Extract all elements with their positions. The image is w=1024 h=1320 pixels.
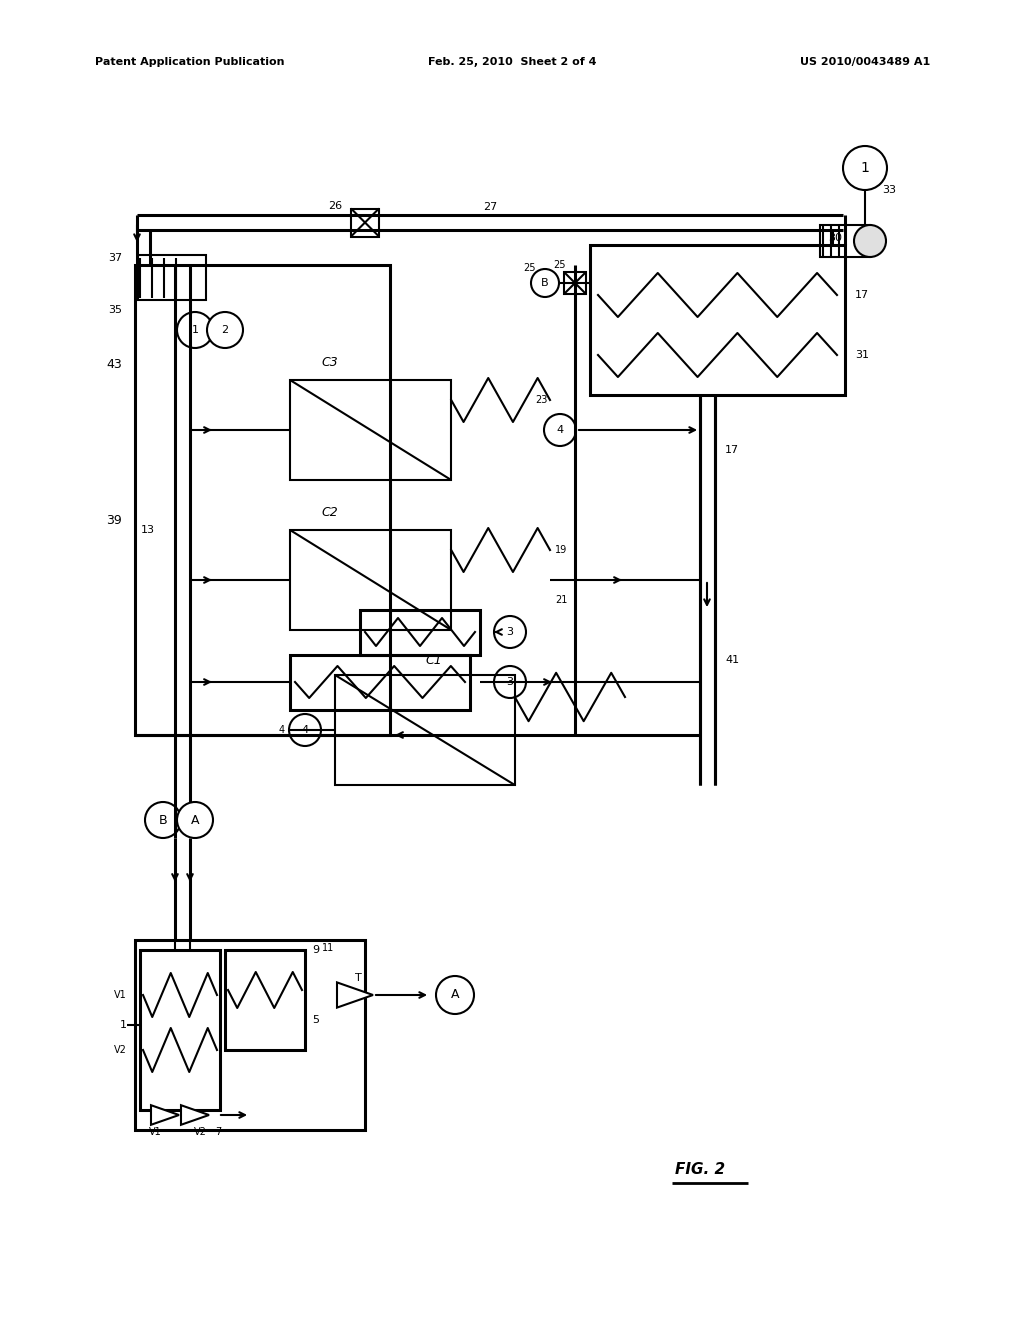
Text: 21: 21 (555, 595, 567, 605)
Bar (225, 950, 305, 1049)
Text: 39: 39 (106, 513, 122, 527)
Text: C1: C1 (425, 653, 441, 667)
Text: 23: 23 (535, 395, 548, 405)
Bar (290, 531, 452, 630)
Text: 1: 1 (191, 325, 199, 335)
Text: V2: V2 (194, 1127, 207, 1137)
Circle shape (207, 312, 243, 348)
Text: 3: 3 (507, 677, 513, 686)
Bar (820, 224, 870, 257)
Text: 25: 25 (523, 263, 537, 273)
Text: 4: 4 (556, 425, 563, 436)
Text: B: B (542, 279, 549, 288)
Text: 7: 7 (215, 1127, 221, 1137)
Text: Patent Application Publication: Patent Application Publication (95, 57, 285, 67)
Text: 27: 27 (483, 202, 497, 213)
Text: 43: 43 (106, 359, 122, 371)
Text: 4: 4 (279, 725, 285, 735)
Text: A: A (190, 813, 200, 826)
Circle shape (531, 269, 559, 297)
Text: V1: V1 (148, 1127, 162, 1137)
Text: 5: 5 (312, 1015, 319, 1026)
Text: US 2010/0043489 A1: US 2010/0043489 A1 (800, 57, 930, 67)
Text: A: A (451, 989, 459, 1002)
Bar (138, 255, 206, 300)
Text: 25: 25 (554, 260, 566, 271)
Text: C2: C2 (322, 506, 338, 519)
Text: 31: 31 (855, 350, 869, 360)
Text: 1: 1 (120, 1020, 127, 1030)
Text: T: T (354, 973, 361, 983)
Text: 4: 4 (301, 725, 308, 735)
Circle shape (289, 714, 321, 746)
Bar (290, 380, 452, 480)
Text: 17: 17 (725, 445, 739, 455)
Text: 13: 13 (141, 525, 155, 535)
Circle shape (494, 616, 526, 648)
Bar (290, 655, 470, 710)
Text: C3: C3 (322, 355, 338, 368)
Text: 9: 9 (312, 945, 319, 954)
Text: 26: 26 (328, 201, 342, 211)
Text: FIG. 2: FIG. 2 (675, 1163, 725, 1177)
Text: 3: 3 (507, 627, 513, 638)
Circle shape (843, 147, 887, 190)
Bar (135, 940, 365, 1130)
Text: 1: 1 (860, 161, 869, 176)
Bar (351, 209, 379, 236)
Text: 19: 19 (555, 545, 567, 554)
Text: 30: 30 (828, 234, 842, 243)
Bar (135, 265, 390, 735)
Text: Feb. 25, 2010  Sheet 2 of 4: Feb. 25, 2010 Sheet 2 of 4 (428, 57, 596, 67)
Text: 37: 37 (108, 253, 122, 263)
Circle shape (177, 803, 213, 838)
Circle shape (145, 803, 181, 838)
Polygon shape (337, 982, 373, 1007)
Text: V2: V2 (114, 1045, 127, 1055)
Circle shape (436, 975, 474, 1014)
Text: 11: 11 (322, 942, 334, 953)
Text: 17: 17 (855, 290, 869, 300)
Bar (140, 950, 220, 1110)
Text: B: B (159, 813, 167, 826)
Bar (564, 272, 586, 294)
Circle shape (177, 312, 213, 348)
Circle shape (854, 224, 886, 257)
Text: 33: 33 (882, 185, 896, 195)
Circle shape (494, 667, 526, 698)
Text: V1: V1 (115, 990, 127, 1001)
Text: 35: 35 (108, 305, 122, 315)
Polygon shape (181, 1105, 209, 1125)
Circle shape (544, 414, 575, 446)
Bar (360, 610, 480, 655)
Text: 41: 41 (725, 655, 739, 665)
Text: 2: 2 (221, 325, 228, 335)
Bar (335, 675, 515, 785)
Polygon shape (151, 1105, 179, 1125)
Bar (590, 246, 845, 395)
